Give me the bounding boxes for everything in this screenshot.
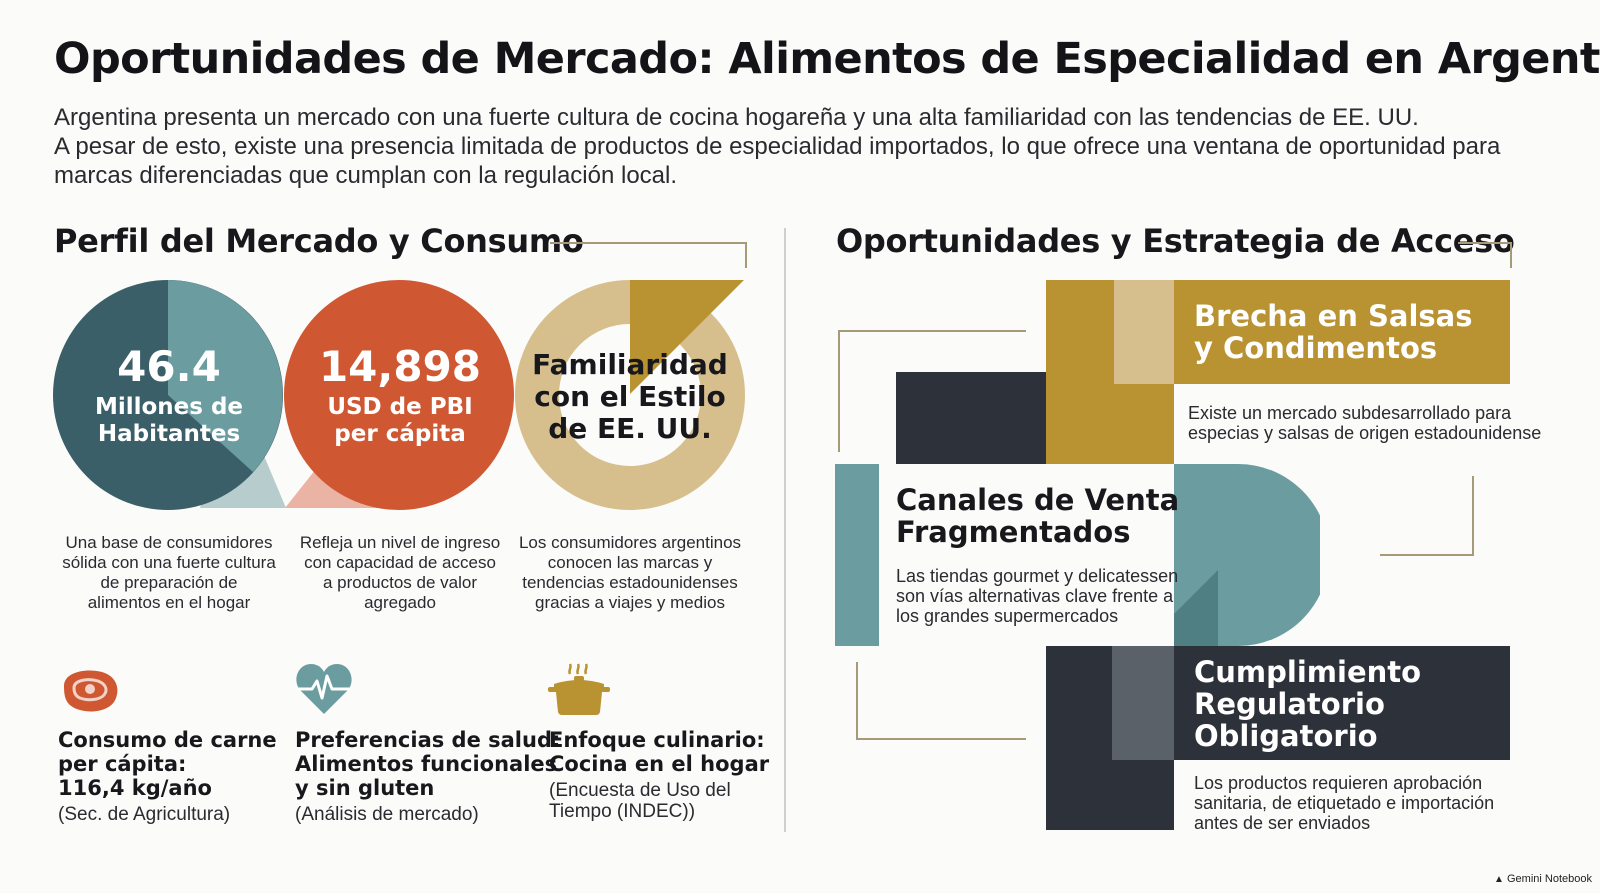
label-line: con el Estilo [534, 380, 726, 413]
compliance-title: Cumplimiento Regulatorio Obligatorio [1194, 656, 1421, 752]
title-line: Fragmentados [896, 515, 1131, 549]
fact-line: Enfoque culinario: [549, 728, 765, 752]
source-line: Tiempo (INDEC)) [549, 801, 696, 822]
desc-line: con capacidad de acceso [304, 553, 496, 572]
desc-line: agregado [364, 593, 436, 612]
desc-line: Refleja un nivel de ingreso [299, 533, 501, 552]
desc-line: sólida con una fuerte cultura [62, 553, 276, 572]
culinary-focus-title: Enfoque culinario: Cocina en el hogar [549, 728, 769, 776]
section-divider [784, 228, 786, 832]
desc-line: a productos de valor [322, 573, 478, 592]
label-line: de EE. UU. [548, 412, 712, 445]
health-preferences-title: Preferencias de salud: Alimentos funcion… [295, 728, 560, 800]
strategy-section-title: Oportunidades y Estrategia de Acceso [836, 222, 1515, 260]
population-description: Una base de consumidores sólida con una … [54, 533, 284, 613]
meat-consumption-source: (Sec. de Agricultura) [58, 804, 231, 825]
footer-brand: ▲ Gemini Notebook [1494, 873, 1592, 885]
intro-line: A pesar de esto, existe una presencia li… [54, 133, 1501, 160]
desc-line: Los consumidores argentinos [518, 533, 742, 552]
desc-line: sanitaria, de etiquetado e importación [1194, 793, 1495, 813]
sauces-title: Brecha en Salsas y Condimentos [1194, 300, 1472, 364]
familiarity-label: Familiaridad con el Estilo de EE. UU. [515, 349, 745, 445]
population-value: 46.4 [117, 342, 221, 391]
label-line: per cápita [334, 421, 466, 447]
title-line: Brecha en Salsas [1194, 299, 1473, 333]
intro-text: Argentina presenta un mercado con una fu… [54, 103, 1500, 190]
decorative-block [835, 464, 879, 646]
decorative-line [550, 242, 747, 268]
desc-line: de preparación de [100, 573, 238, 592]
steak-icon [64, 670, 118, 712]
desc-line: son vías alternativas clave frente a [896, 586, 1174, 606]
label-line: Familiaridad [532, 348, 728, 381]
desc-line: los grandes supermercados [896, 606, 1119, 626]
source-line: (Encuesta de Uso del [549, 780, 731, 801]
title-line: Obligatorio [1194, 719, 1378, 753]
fact-line: 116,4 kg/año [58, 776, 212, 800]
intro-line: Argentina presenta un mercado con una fu… [54, 104, 1419, 131]
profile-section-title: Perfil del Mercado y Consumo [54, 222, 584, 260]
compliance-description: Los productos requieren aprobación sanit… [1194, 773, 1494, 833]
heart-pulse-icon [296, 664, 352, 714]
fact-line: Cocina en el hogar [549, 752, 770, 776]
decorative-line [1458, 242, 1512, 268]
cooking-pot-icon [548, 663, 610, 715]
health-preferences-source: (Análisis de mercado) [295, 804, 479, 825]
desc-line: gracias a viajes y medios [535, 593, 725, 612]
desc-line: especias y salsas de origen estadouniden… [1188, 423, 1542, 443]
fact-line: Consumo de carne [58, 728, 277, 752]
decorative-block [896, 372, 1046, 464]
decorative-line [838, 330, 1026, 452]
fact-line: per cápita: [58, 752, 187, 776]
label-line: Millones de [94, 394, 244, 420]
channels-title: Canales de Venta Fragmentados [896, 484, 1179, 548]
meat-consumption-title: Consumo de carne per cápita: 116,4 kg/añ… [58, 728, 277, 800]
fact-line: y sin gluten [295, 776, 435, 800]
desc-line: Una base de consumidores [65, 533, 273, 552]
label-line: USD de PBI [327, 394, 473, 420]
decorative-block [1046, 760, 1174, 830]
desc-line: tendencias estadounidenses [522, 573, 738, 592]
gdp-description: Refleja un nivel de ingreso con capacida… [285, 533, 515, 613]
desc-line: Existe un mercado subdesarrollado para [1188, 403, 1512, 423]
desc-line: conocen las marcas y [547, 553, 713, 572]
culinary-focus-source: (Encuesta de Uso del Tiempo (INDEC)) [549, 780, 731, 822]
circle-segment [168, 280, 283, 472]
desc-line: Los productos requieren aprobación [1194, 773, 1483, 793]
intro-line: marcas diferenciadas que cumplan con la … [54, 162, 678, 189]
desc-line: Las tiendas gourmet y delicatessen [896, 566, 1179, 586]
decorative-block [1114, 280, 1174, 384]
decorative-line [1380, 476, 1474, 556]
familiarity-description: Los consumidores argentinos conocen las … [515, 533, 745, 613]
decorative-block [1174, 464, 1320, 646]
footer-brand-label: Gemini Notebook [1507, 873, 1592, 885]
notebook-icon: ▲ [1494, 874, 1504, 885]
title-line: Canales de Venta [896, 483, 1180, 517]
channels-description: Las tiendas gourmet y delicatessen son v… [896, 566, 1178, 626]
title-line: y Condimentos [1194, 331, 1438, 365]
desc-line: antes de ser enviados [1194, 813, 1371, 833]
decorative-block [1046, 384, 1174, 464]
title-line: Regulatorio [1194, 687, 1385, 721]
ring-accent [630, 280, 744, 394]
stats-graphic [53, 280, 745, 510]
desc-line: alimentos en el hogar [87, 593, 251, 612]
page-title: Oportunidades de Mercado: Alimentos de E… [54, 34, 1600, 84]
title-line: Cumplimiento [1194, 655, 1422, 689]
decorative-line [856, 662, 1026, 740]
fact-line: Alimentos funcionales [295, 752, 558, 776]
gdp-value: 14,898 [318, 342, 482, 391]
gdp-circle [284, 280, 514, 510]
sauces-description: Existe un mercado subdesarrollado para e… [1188, 403, 1541, 443]
gdp-label: USD de PBI per cápita [285, 394, 515, 448]
population-label: Millones de Habitantes [54, 394, 284, 448]
label-line: Habitantes [97, 421, 241, 447]
fact-line: Preferencias de salud: [295, 728, 561, 752]
decorative-block [1112, 646, 1174, 760]
